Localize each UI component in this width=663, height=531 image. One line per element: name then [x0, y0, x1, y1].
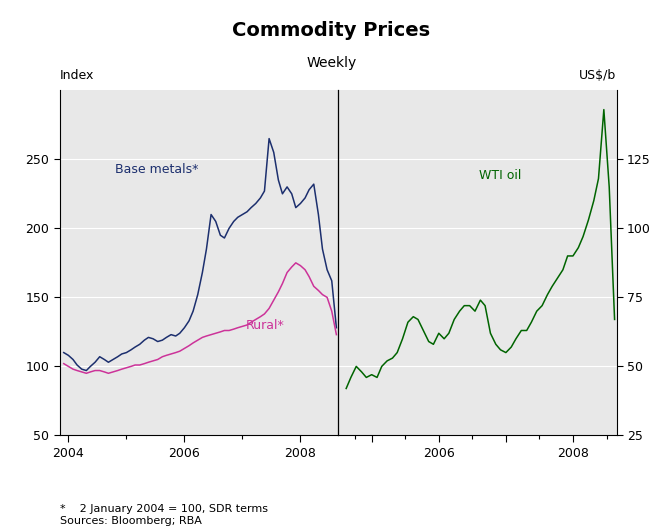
Text: Rural*: Rural*: [245, 319, 284, 332]
Text: Commodity Prices: Commodity Prices: [233, 21, 430, 40]
Text: US$/b: US$/b: [579, 70, 617, 82]
Text: *    2 January 2004 = 100, SDR terms
Sources: Bloomberg; RBA: * 2 January 2004 = 100, SDR terms Source…: [60, 504, 268, 526]
Text: Base metals*: Base metals*: [115, 163, 198, 176]
Text: Index: Index: [60, 70, 94, 82]
Text: Weekly: Weekly: [306, 56, 357, 70]
Text: WTI oil: WTI oil: [479, 169, 521, 182]
